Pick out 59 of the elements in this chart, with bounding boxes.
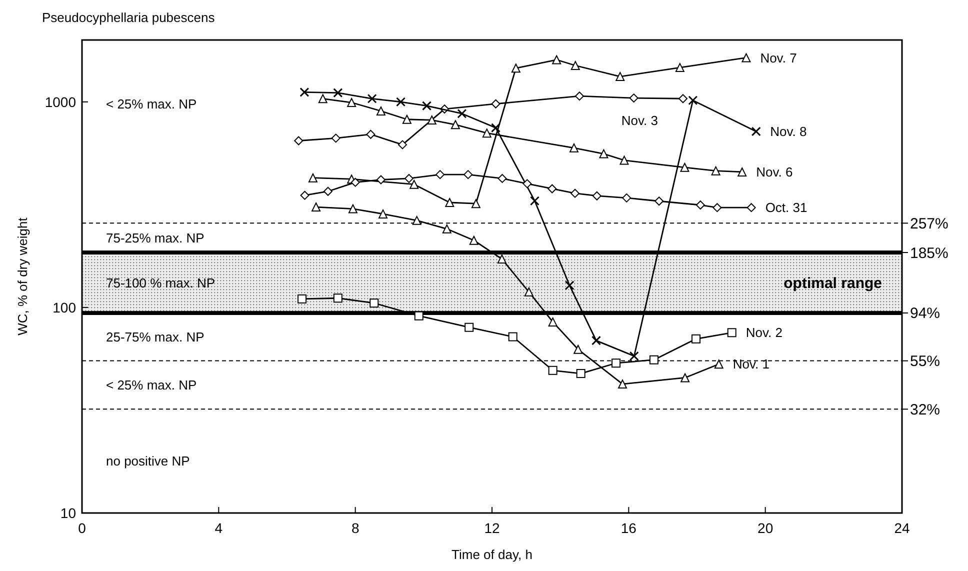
point [612, 358, 621, 368]
ref-line-label: 257% [910, 215, 948, 232]
point [751, 126, 761, 136]
x-tick-label: 8 [351, 520, 360, 536]
band-label: optimal range [784, 274, 882, 292]
point [300, 87, 310, 97]
point [464, 322, 474, 332]
ref-line-label: 94% [910, 305, 940, 322]
point [591, 336, 601, 346]
point [691, 334, 700, 344]
point [298, 294, 307, 304]
x-tick-label: 4 [214, 520, 223, 536]
y-tick-label: 100 [52, 299, 76, 316]
point [530, 196, 540, 206]
series-label: Nov. 6 [756, 164, 793, 180]
point [422, 101, 432, 111]
annotation: 75-25% max. NP [106, 230, 204, 246]
point [629, 351, 639, 361]
ref-line-label: 55% [910, 353, 940, 370]
series-label: Nov. 7 [760, 50, 797, 66]
point [333, 294, 342, 303]
point [564, 280, 574, 290]
point [396, 97, 406, 107]
x-axis-title: Time of day, h [452, 547, 532, 562]
x-tick-label: 12 [484, 520, 500, 536]
point [414, 311, 424, 320]
y-tick-label: 1000 [44, 94, 76, 110]
point [508, 332, 518, 342]
annotation: 75-100 % max. NP [106, 275, 216, 290]
point [548, 366, 558, 375]
point [524, 287, 534, 296]
point [370, 298, 379, 308]
series-label: Nov. 3 [621, 113, 658, 128]
series-label: Nov. 8 [770, 124, 807, 140]
point [367, 94, 377, 104]
point [497, 254, 506, 264]
point [688, 96, 698, 106]
ref-line-label: 32% [910, 401, 940, 418]
point [727, 328, 736, 338]
point [333, 88, 343, 98]
annotation: < 25% max. NP [106, 378, 197, 393]
series-label: Nov. 2 [746, 325, 782, 340]
point [576, 369, 586, 378]
x-tick-label: 20 [758, 520, 774, 536]
ref-line-label: 185% [910, 244, 948, 262]
point [457, 108, 467, 118]
series-label: Nov. 1 [732, 356, 770, 372]
x-tick-label: 24 [894, 520, 910, 536]
chart-title: Pseudocyphellaria pubescens [42, 10, 216, 25]
x-tick-label: 16 [620, 520, 637, 536]
annotation: no positive NP [106, 454, 190, 469]
annotation: < 25% max. NP [106, 96, 197, 112]
point [649, 355, 658, 364]
point [491, 123, 501, 133]
series-label: Oct. 31 [765, 200, 808, 216]
y-tick-label: 10 [60, 504, 76, 521]
y-axis-title: WC, % of dry weight [15, 217, 30, 336]
x-tick-label: 0 [78, 520, 86, 536]
annotation: 25-75% max. NP [106, 329, 204, 344]
